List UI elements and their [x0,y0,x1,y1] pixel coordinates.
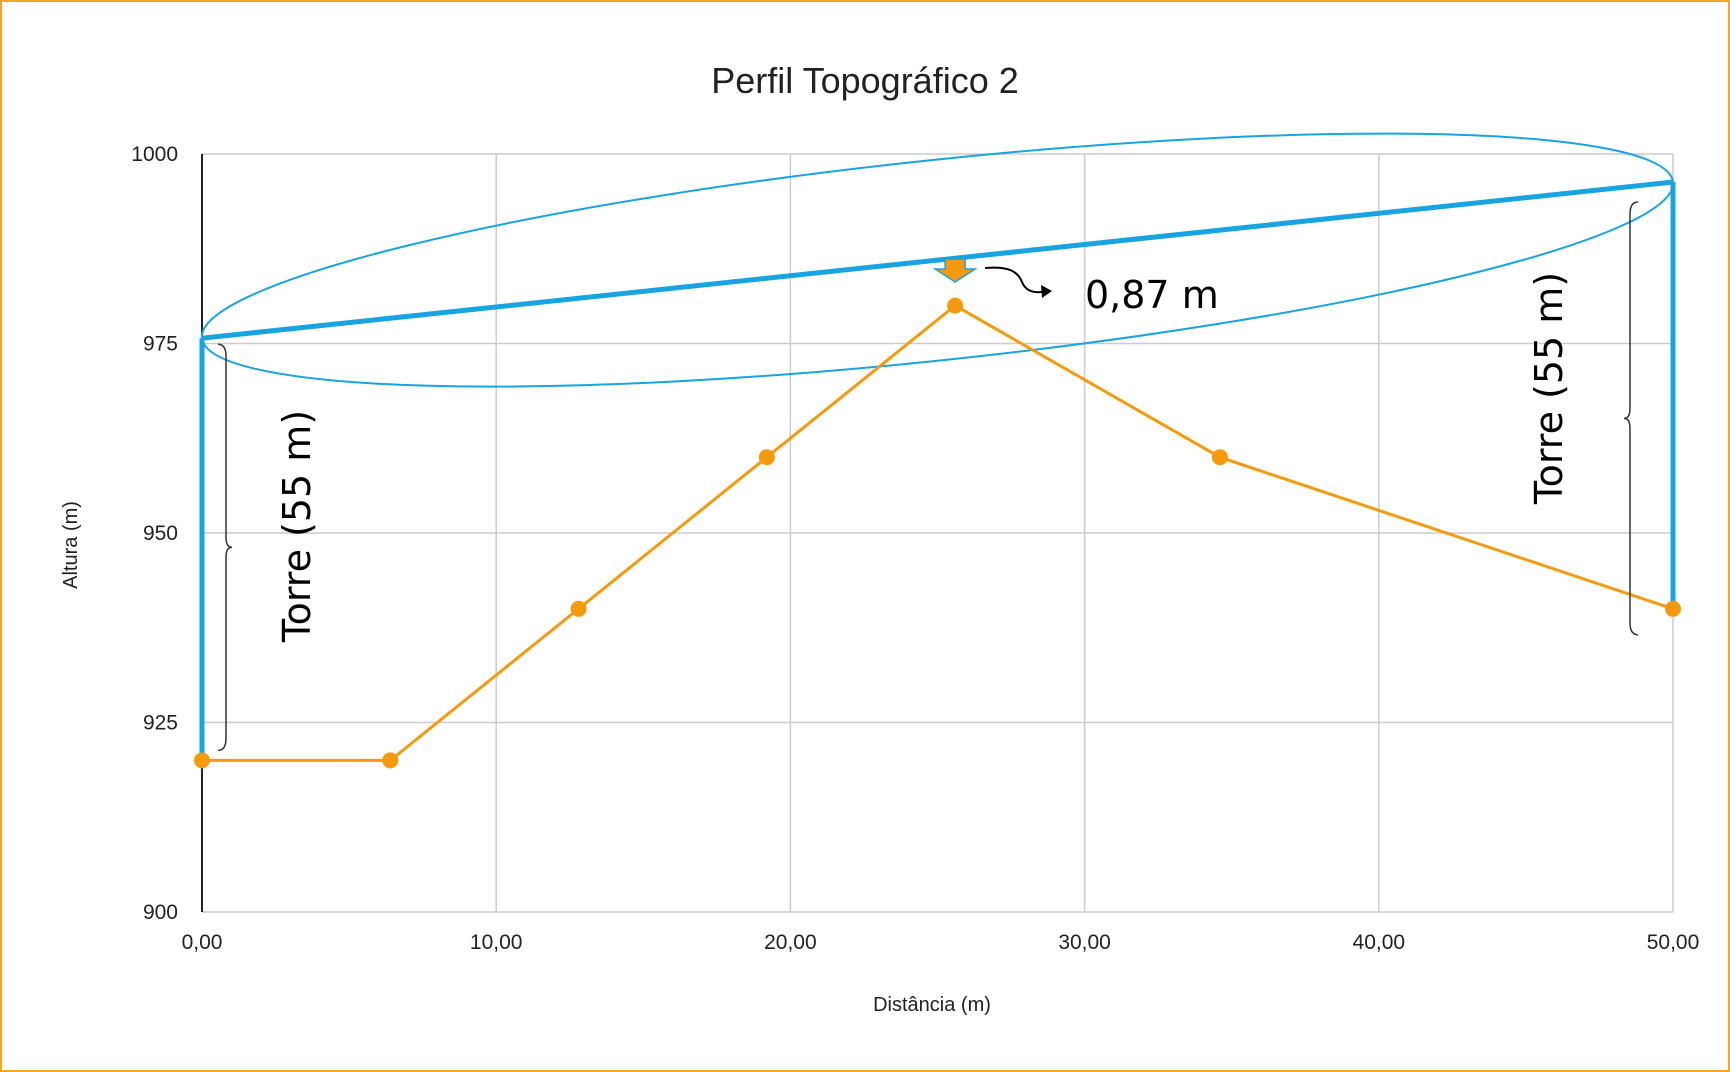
terrain-point [570,600,587,617]
x-tick-label: 0,00 [182,931,223,954]
annotations [217,201,1639,752]
terrain-point [194,752,210,769]
y-tick-label: 925 [143,712,178,735]
terrain-point [1665,600,1681,617]
x-tick-label: 30,00 [1058,931,1111,954]
clearance-label: 0,87 m [1085,273,1219,317]
terrain-series [194,297,1681,769]
line-of-sight [201,179,1674,341]
y-tick-label: 1000 [131,143,178,166]
right-tower-brace [1623,201,1639,636]
right-tower-label: Torre (55 m) [1527,272,1571,505]
x-axis-label: Distância (m) [873,994,991,1016]
tick-labels: 900 925 950 975 1000 0,00 10,00 20,00 30,00 40,00… [131,143,1699,954]
y-axis-label: Altura (m) [60,501,82,589]
clearance-arrow-icon [932,258,978,283]
grid [202,153,1674,913]
radio-link [199,132,1676,761]
pointer-arrowhead-icon [1041,285,1052,298]
terrain-point [382,752,399,769]
x-tick-label: 50,00 [1647,931,1700,954]
clearance-pointer [984,266,1049,294]
y-tick-label: 975 [143,333,178,356]
left-tower-label: Torre (55 m) [275,410,319,643]
x-tick-label: 10,00 [470,931,523,954]
y-tick-label: 900 [143,901,178,924]
y-tick-label: 950 [143,522,178,545]
left-tower-brace [217,343,233,752]
x-tick-label: 20,00 [764,931,817,954]
x-tick-label: 40,00 [1353,931,1406,954]
terrain-point [758,449,775,466]
chart-title: Perfil Topográfico 2 [711,60,1019,101]
terrain-point [947,297,964,314]
terrain-point [1211,449,1228,466]
